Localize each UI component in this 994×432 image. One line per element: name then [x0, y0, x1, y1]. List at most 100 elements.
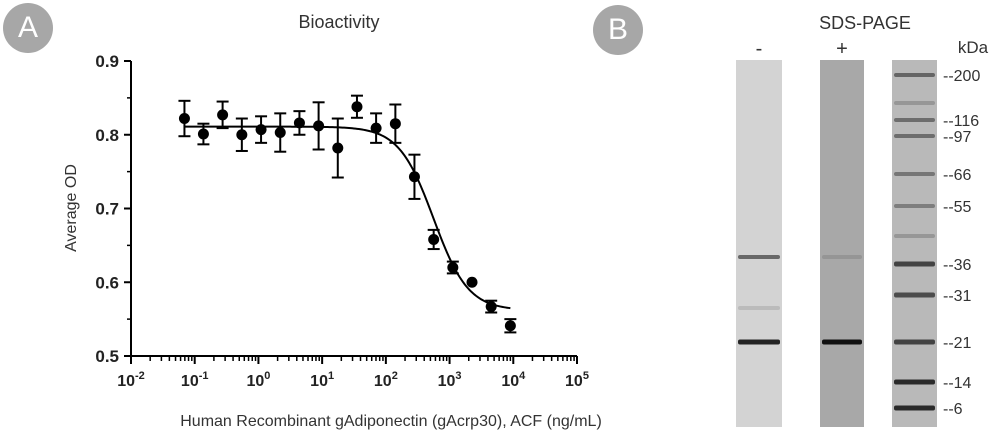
- gel-band: [738, 255, 780, 259]
- x-tick-exponent: 3: [455, 370, 461, 382]
- gel-lane-1: [736, 60, 782, 427]
- x-tick-base: 10: [310, 373, 328, 390]
- marker-value: 31: [954, 288, 972, 305]
- marker-dash: --: [943, 257, 954, 274]
- data-point: [236, 129, 248, 141]
- fit-curve: [184, 125, 511, 310]
- gel-lane-label: +: [836, 38, 848, 60]
- gel-marker-label: --14: [943, 375, 972, 392]
- gel-band: [894, 339, 935, 345]
- marker-value: 14: [954, 375, 972, 392]
- gel-lane-background: [736, 60, 782, 427]
- x-tick-base: 10: [246, 373, 264, 390]
- gel-band: [894, 101, 935, 105]
- x-tick-exponent: 2: [392, 370, 398, 382]
- data-point: [293, 117, 305, 129]
- gel-unit-label: kDa: [958, 38, 989, 57]
- y-tick-label: 0.5: [95, 347, 119, 366]
- gel-marker-label: --31: [943, 288, 972, 305]
- gel-band: [894, 379, 935, 385]
- panel-b-badge: B: [593, 5, 643, 55]
- x-tick-label: 101: [310, 370, 334, 390]
- x-tick-base: 10: [181, 373, 199, 390]
- gel-marker-label: --36: [943, 257, 972, 274]
- x-tick-label: 100: [246, 370, 270, 390]
- gel-marker-label: --21: [943, 335, 972, 352]
- marker-value: 66: [954, 167, 972, 184]
- x-tick-exponent: -2: [135, 370, 145, 382]
- marker-value: 21: [954, 335, 972, 352]
- chart-title: Bioactivity: [298, 12, 379, 32]
- gel-band: [738, 306, 780, 310]
- x-tick-label: 10-1: [181, 370, 209, 390]
- x-tick-exponent: 4: [519, 370, 526, 382]
- y-axis-label: Average OD: [63, 164, 80, 252]
- gel-band: [738, 339, 780, 345]
- x-tick-exponent: 1: [328, 370, 334, 382]
- x-tick-base: 10: [438, 373, 456, 390]
- data-point: [217, 109, 229, 121]
- data-point: [408, 171, 420, 183]
- data-point: [178, 113, 190, 125]
- data-point: [197, 128, 209, 140]
- x-tick-base: 10: [117, 373, 135, 390]
- marker-dash: --: [943, 68, 954, 85]
- gel-marker-label: --55: [943, 199, 972, 216]
- x-tick-label: 104: [501, 370, 526, 390]
- gel-band: [894, 234, 935, 238]
- marker-value: 116: [954, 113, 980, 130]
- gel-band: [822, 339, 862, 345]
- gel-marker-label: --6: [943, 401, 963, 418]
- x-tick-label: 10-2: [117, 370, 145, 390]
- gel-marker-label: --97: [943, 129, 972, 146]
- data-point: [351, 101, 363, 113]
- data-point: [313, 120, 325, 132]
- x-tick-base: 10: [374, 373, 392, 390]
- data-point: [504, 320, 516, 332]
- data-point: [370, 122, 382, 134]
- x-axis-label: Human Recombinant gAdiponectin (gAcrp30)…: [180, 413, 602, 430]
- marker-value: 55: [954, 199, 972, 216]
- marker-dash: --: [943, 199, 954, 216]
- gel-marker-label: --200: [943, 68, 980, 85]
- marker-dash: --: [943, 288, 954, 305]
- x-tick-label: 103: [438, 370, 462, 390]
- x-tick-exponent: 0: [264, 370, 270, 382]
- data-point: [389, 118, 401, 130]
- gel-band: [894, 204, 935, 208]
- data-point: [274, 127, 286, 139]
- gel-band: [894, 172, 935, 176]
- gel-band: [894, 73, 935, 77]
- gel-title: SDS-PAGE: [819, 13, 911, 33]
- data-point: [485, 301, 497, 313]
- gel-lane-3: [892, 60, 937, 427]
- marker-dash: --: [943, 401, 954, 418]
- y-tick-label: 0.8: [95, 126, 119, 145]
- data-point: [332, 142, 344, 154]
- marker-value: 97: [954, 129, 972, 146]
- marker-value: 36: [954, 257, 972, 274]
- gel-band: [894, 292, 935, 298]
- gel-marker-label: --116: [943, 113, 979, 130]
- gel-lane-background: [820, 60, 864, 427]
- marker-dash: --: [943, 375, 954, 392]
- gel-band: [894, 405, 935, 411]
- marker-value: 6: [954, 401, 963, 418]
- data-point: [447, 262, 459, 273]
- x-tick-exponent: -1: [199, 370, 209, 382]
- data-point: [466, 276, 478, 288]
- data-point: [428, 233, 440, 245]
- panel-a-badge: A: [3, 3, 53, 53]
- marker-dash: --: [943, 335, 954, 352]
- gel-band: [894, 118, 935, 122]
- marker-dash: --: [943, 129, 954, 146]
- gel-band: [822, 255, 862, 259]
- marker-value: 200: [954, 68, 981, 85]
- marker-dash: --: [943, 167, 954, 184]
- gel-marker-label: --66: [943, 167, 972, 184]
- gel-lane-label: -: [756, 38, 763, 60]
- y-tick-label: 0.7: [95, 200, 119, 219]
- y-tick-label: 0.6: [95, 273, 119, 292]
- y-tick-label: 0.9: [95, 52, 119, 71]
